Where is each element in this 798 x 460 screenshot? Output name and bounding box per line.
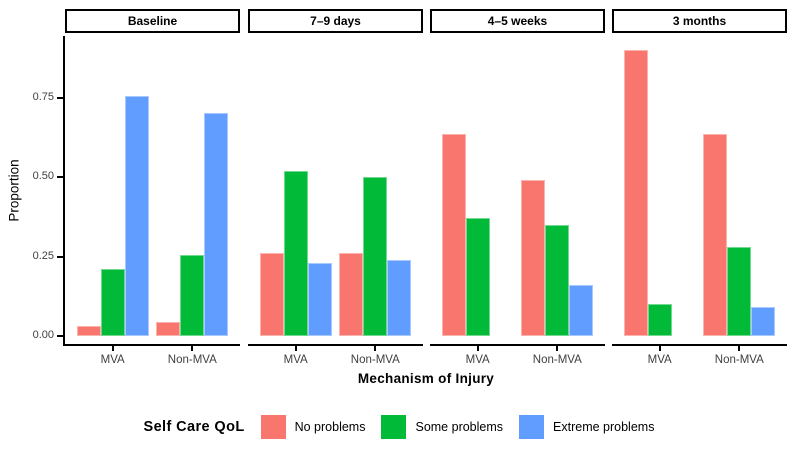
y-tick [57,96,63,99]
legend-swatch [381,415,407,439]
bar [100,269,125,336]
legend-item: No problems [260,415,366,439]
y-axis-line [63,36,65,346]
x-axis-title: Mechanism of Injury [357,371,495,386]
bar [465,218,490,336]
bar [623,50,648,336]
bar [259,253,284,336]
y-tick-label: 0.25 [32,249,54,262]
bar [204,113,229,336]
legend-item: Extreme problems [519,415,654,439]
x-tick-label: Non-MVA [350,354,400,366]
bar [283,171,308,336]
x-tick [556,346,559,351]
bar [751,307,776,336]
bar [363,177,388,336]
legend-item-label: No problems [294,420,366,434]
legend-item-label: Extreme problems [553,420,655,434]
legend-item: Some problems [381,415,503,439]
facet-strip-label: 7–9 days [310,14,361,28]
bar [387,260,412,336]
bar [76,326,101,336]
legend: Self Care QoL No problems Some problems Ex… [0,412,798,442]
bar [521,180,546,336]
x-tick [191,346,194,351]
facet-strip: 3 months [612,9,787,33]
y-tick [57,335,63,337]
x-tick-label: Non-MVA [714,354,764,366]
bar [307,263,332,336]
x-axis-line [612,344,787,346]
x-axis-line [430,344,605,346]
legend-item-label: Some problems [415,420,504,434]
facet-strip: Baseline [65,9,240,33]
facet-strip: 7–9 days [248,9,423,33]
bar [339,253,364,336]
legend-title: Self Care QoL [143,419,245,435]
y-tick-label: 0.00 [32,329,54,341]
facet-strip-label: 3 months [672,14,727,28]
x-tick [658,346,661,351]
x-tick [111,346,114,351]
y-tick-label: 0.50 [32,170,54,182]
facet-strip: 4–5 weeks [430,9,605,33]
bar [647,304,672,336]
y-tick [57,255,63,258]
x-axis-line [248,344,423,346]
x-tick [374,346,377,351]
bar [703,134,728,336]
x-tick-label: MVA [647,354,672,366]
x-tick-label: Non-MVA [167,354,217,366]
bar [727,247,752,336]
legend-swatch [519,415,545,439]
bar [569,285,594,336]
bar [124,96,149,336]
x-tick [738,346,741,351]
x-tick [476,346,479,351]
bar [180,255,205,336]
bar [156,322,181,336]
x-tick-label: MVA [100,354,125,366]
y-tick [57,176,63,178]
x-tick [294,346,297,351]
legend-swatch [260,415,286,439]
bar [441,134,466,336]
x-axis-line [65,344,240,346]
facet-strip-label: 4–5 weeks [487,14,548,28]
x-tick-label: Non-MVA [532,354,582,366]
bar [545,225,570,336]
x-tick-label: MVA [465,354,490,366]
x-tick-label: MVA [283,354,308,366]
facet-strip-label: Baseline [127,14,178,28]
y-tick-label: 0.75 [32,90,54,103]
